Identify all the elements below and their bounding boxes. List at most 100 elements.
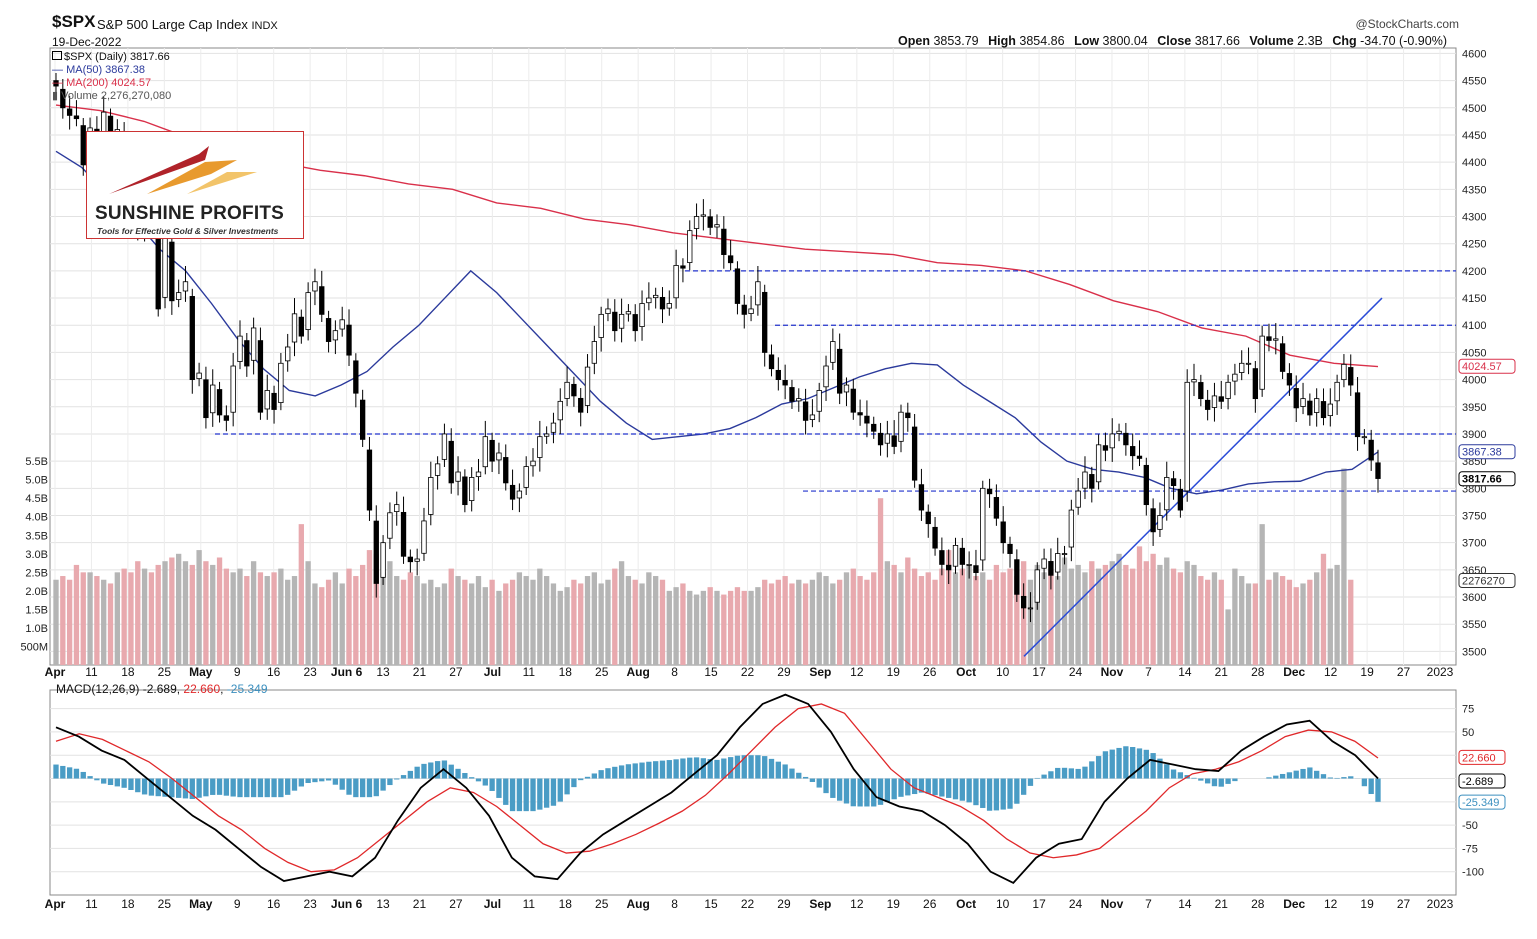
macd-x-tick-label: 17	[1032, 897, 1046, 911]
candle-body	[625, 311, 632, 315]
macd-x-tick-label: Nov	[1101, 897, 1124, 911]
volume-bar	[1102, 564, 1109, 665]
volume-bar	[176, 553, 182, 665]
histogram-bar	[53, 764, 59, 779]
macd-legend-macd: -2.689	[142, 682, 177, 696]
macd-x-tick-label: 11	[85, 897, 98, 911]
volume-bar	[1055, 576, 1061, 665]
candle-body	[1130, 446, 1136, 457]
volume-bar	[789, 583, 795, 665]
signal-tag-box	[1458, 749, 1506, 765]
volume-bar	[1136, 546, 1143, 665]
volume-bar	[741, 590, 747, 665]
volume-bar	[802, 583, 809, 665]
histogram-bar	[659, 760, 666, 779]
candle-body	[414, 558, 420, 562]
candle-body	[946, 564, 952, 571]
volume-bar	[1245, 583, 1252, 665]
histogram-bar	[632, 763, 638, 779]
brand-link[interactable]: @StockCharts.com	[1355, 17, 1459, 31]
candle-body	[523, 466, 529, 488]
volume-bar	[830, 583, 836, 665]
volume-tick-label: 1.0B	[25, 623, 48, 635]
volume-bar	[319, 587, 325, 665]
histogram-bar	[1232, 778, 1238, 782]
volume-bar	[1307, 579, 1313, 665]
histogram-bar	[469, 777, 475, 779]
x-tick-label: Dec	[1283, 665, 1305, 679]
histogram-bar	[503, 778, 509, 805]
candle-body	[1354, 392, 1361, 438]
volume-bar	[162, 561, 168, 665]
volume-bar	[312, 583, 318, 665]
histogram-bar	[571, 778, 577, 788]
volume-bar	[612, 568, 618, 665]
candle-body	[1075, 490, 1081, 508]
candle-body	[666, 303, 672, 309]
histogram-bar	[1348, 776, 1354, 779]
histogram-bar	[509, 778, 516, 812]
volume-bar	[1000, 572, 1006, 665]
candle-body	[952, 545, 959, 567]
volume-bar	[1225, 609, 1231, 665]
x-tick-label: Apr	[45, 665, 66, 679]
histogram-bar	[966, 778, 972, 803]
volume-bar	[707, 587, 713, 665]
close-label: Close	[1157, 34, 1192, 48]
histogram-bar	[625, 764, 632, 779]
x-tick-label: 11	[85, 665, 98, 679]
histogram-bar	[210, 778, 216, 795]
volume-bar	[700, 590, 707, 665]
macd-legend: MACD(12,26,9) -2.689, 22.660, -25.349	[56, 682, 268, 696]
volume-bar	[598, 583, 604, 665]
logo-tagline: Tools for Effective Gold & Silver Invest…	[97, 226, 279, 236]
volume-bar	[1300, 583, 1306, 665]
histogram-bar	[60, 765, 66, 779]
volume-bar	[537, 568, 543, 665]
candle-body	[843, 384, 850, 393]
candle-body	[1048, 561, 1054, 576]
ticker-symbol: $SPX	[52, 12, 96, 31]
candle-body	[653, 294, 659, 299]
candle-body	[1368, 439, 1374, 461]
histogram-bar	[891, 778, 897, 800]
histogram-bar	[257, 778, 264, 798]
histogram-bar	[693, 757, 700, 779]
candle-body	[1320, 401, 1327, 419]
candle-body	[1204, 399, 1211, 410]
candle-body	[1279, 343, 1286, 372]
volume-bar	[864, 579, 870, 665]
candle-body	[802, 401, 809, 421]
histogram-bar	[816, 778, 822, 788]
candle-body	[291, 313, 298, 343]
volume-bar	[959, 568, 965, 665]
volume-bar	[639, 583, 645, 665]
histogram-bar	[1041, 774, 1047, 779]
volume-bar	[448, 568, 454, 665]
candle-body	[325, 318, 332, 342]
volume-tick-label: 5.0B	[25, 475, 48, 487]
volume-bar	[1341, 468, 1347, 665]
volume-bar	[605, 579, 611, 665]
histogram-bar	[830, 778, 836, 798]
histogram-bar	[428, 762, 434, 779]
volume-bar	[66, 579, 73, 665]
candle-body	[489, 439, 495, 462]
macd-x-tick-label: 8	[671, 897, 678, 911]
volume-bar	[939, 568, 945, 665]
histogram-bar	[1157, 758, 1163, 779]
hist-tag-box	[1458, 794, 1506, 810]
volume-bar	[1204, 579, 1211, 665]
volume-bar	[298, 524, 304, 665]
histogram-bar	[107, 778, 114, 786]
candle-body	[264, 390, 270, 410]
candle-body	[216, 389, 223, 416]
volume-bar	[1293, 587, 1299, 665]
candle-body	[1150, 508, 1156, 533]
x-tick-label: 25	[595, 665, 609, 679]
candle-body	[516, 490, 523, 499]
histogram-bar	[605, 768, 611, 779]
candle-body	[373, 520, 379, 584]
histogram-bar	[618, 765, 625, 779]
histogram-bar	[475, 778, 482, 782]
